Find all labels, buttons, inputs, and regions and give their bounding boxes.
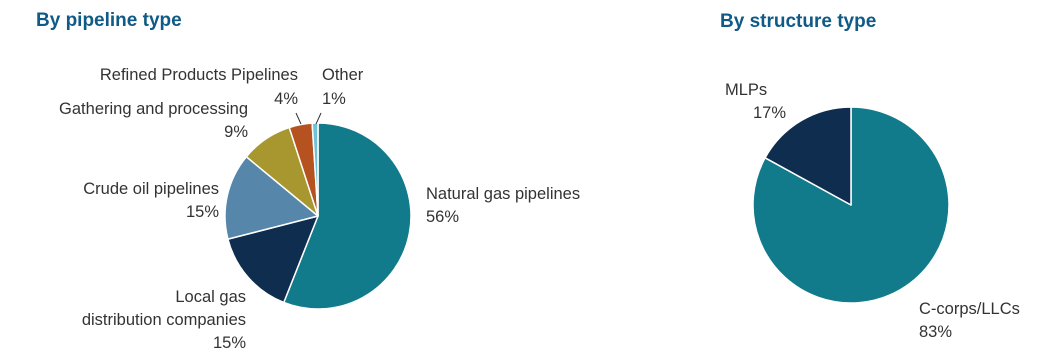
slice-value-refined-products: 4% [274, 90, 298, 108]
slice-structure-c-corps-llcs [752, 106, 950, 304]
pie-chart-pipeline-type: By pipeline type Natural gas pipelines 5… [36, 10, 580, 352]
slice-label-c-corps: C-corps/LLCs [919, 300, 1020, 318]
slice-value-c-corps: 83% [919, 323, 952, 341]
leader-line-refined-products [295, 112, 302, 125]
slice-value-mlps: 17% [753, 104, 786, 122]
slice-value-local-gas: 15% [213, 334, 246, 352]
slice-pipeline-local-gas-distribution-companies [227, 215, 319, 304]
slice-label-crude-oil: Crude oil pipelines [83, 180, 219, 198]
slice-value-gathering: 9% [224, 123, 248, 141]
slice-label-local-gas-line1: Local gas [175, 288, 246, 306]
chart-title-pipeline-type: By pipeline type [36, 10, 182, 31]
slice-label-local-gas-line2: distribution companies [82, 311, 246, 329]
pie-slices-structure-type [752, 106, 950, 304]
slice-pipeline-natural-gas-pipelines [283, 122, 412, 310]
slice-pipeline-other [311, 122, 319, 217]
slice-label-other: Other [322, 66, 364, 84]
slice-label-gathering: Gathering and processing [59, 100, 248, 118]
slice-value-other: 1% [322, 90, 346, 108]
slice-label-mlps: MLPs [725, 81, 767, 99]
slice-label-refined-products: Refined Products Pipelines [100, 66, 298, 84]
slice-value-crude-oil: 15% [186, 203, 219, 221]
slice-value-natural-gas: 56% [426, 208, 459, 226]
slice-label-natural-gas: Natural gas pipelines [426, 185, 580, 203]
pie-chart-structure-type: By structure type MLPs 17% C-corps/LLCs … [720, 11, 1020, 341]
slice-pipeline-crude-oil-pipelines [224, 155, 319, 240]
leader-line-other [315, 112, 322, 125]
pie-slices-pipeline-type [224, 122, 412, 310]
chart-title-structure-type: By structure type [720, 11, 876, 32]
slice-structure-mlps [764, 106, 852, 206]
